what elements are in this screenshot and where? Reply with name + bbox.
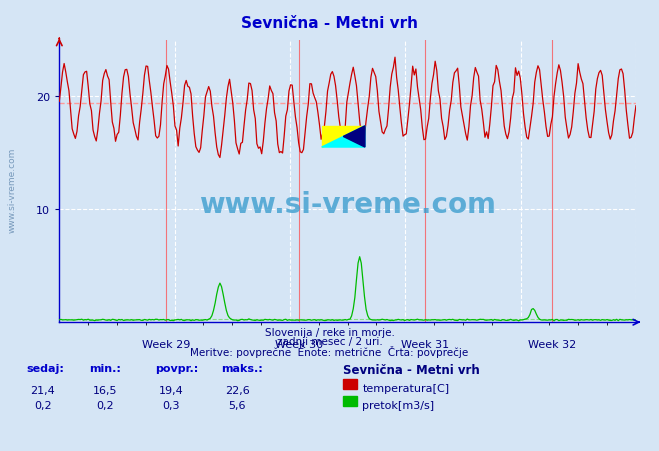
Text: Slovenija / reke in morje.: Slovenija / reke in morje. xyxy=(264,327,395,337)
Text: www.si-vreme.com: www.si-vreme.com xyxy=(8,147,17,232)
Text: temperatura[C]: temperatura[C] xyxy=(362,383,449,393)
Text: sedaj:: sedaj: xyxy=(26,363,64,373)
Text: 16,5: 16,5 xyxy=(93,385,118,395)
Polygon shape xyxy=(343,127,365,147)
Text: 5,6: 5,6 xyxy=(229,400,246,410)
Text: zadnji mesec / 2 uri.: zadnji mesec / 2 uri. xyxy=(277,336,382,346)
Text: Meritve: povprečne  Enote: metrične  Črta: povprečje: Meritve: povprečne Enote: metrične Črta:… xyxy=(190,345,469,357)
Text: 0,2: 0,2 xyxy=(97,400,114,410)
Text: maks.:: maks.: xyxy=(221,363,262,373)
Text: 0,2: 0,2 xyxy=(34,400,51,410)
Text: Week 30: Week 30 xyxy=(275,340,323,350)
Text: pretok[m3/s]: pretok[m3/s] xyxy=(362,400,434,410)
Text: Week 29: Week 29 xyxy=(142,340,190,350)
Text: min.:: min.: xyxy=(89,363,121,373)
Text: Week 32: Week 32 xyxy=(529,340,577,350)
Text: povpr.:: povpr.: xyxy=(155,363,198,373)
Text: www.si-vreme.com: www.si-vreme.com xyxy=(199,190,496,218)
Text: Sevnična - Metni vrh: Sevnična - Metni vrh xyxy=(241,16,418,31)
Text: 21,4: 21,4 xyxy=(30,385,55,395)
Text: 22,6: 22,6 xyxy=(225,385,250,395)
Text: 0,3: 0,3 xyxy=(163,400,180,410)
Polygon shape xyxy=(322,127,365,147)
Text: 19,4: 19,4 xyxy=(159,385,184,395)
Text: Sevnična - Metni vrh: Sevnična - Metni vrh xyxy=(343,363,480,376)
Text: Week 31: Week 31 xyxy=(401,340,449,350)
Polygon shape xyxy=(322,127,365,147)
